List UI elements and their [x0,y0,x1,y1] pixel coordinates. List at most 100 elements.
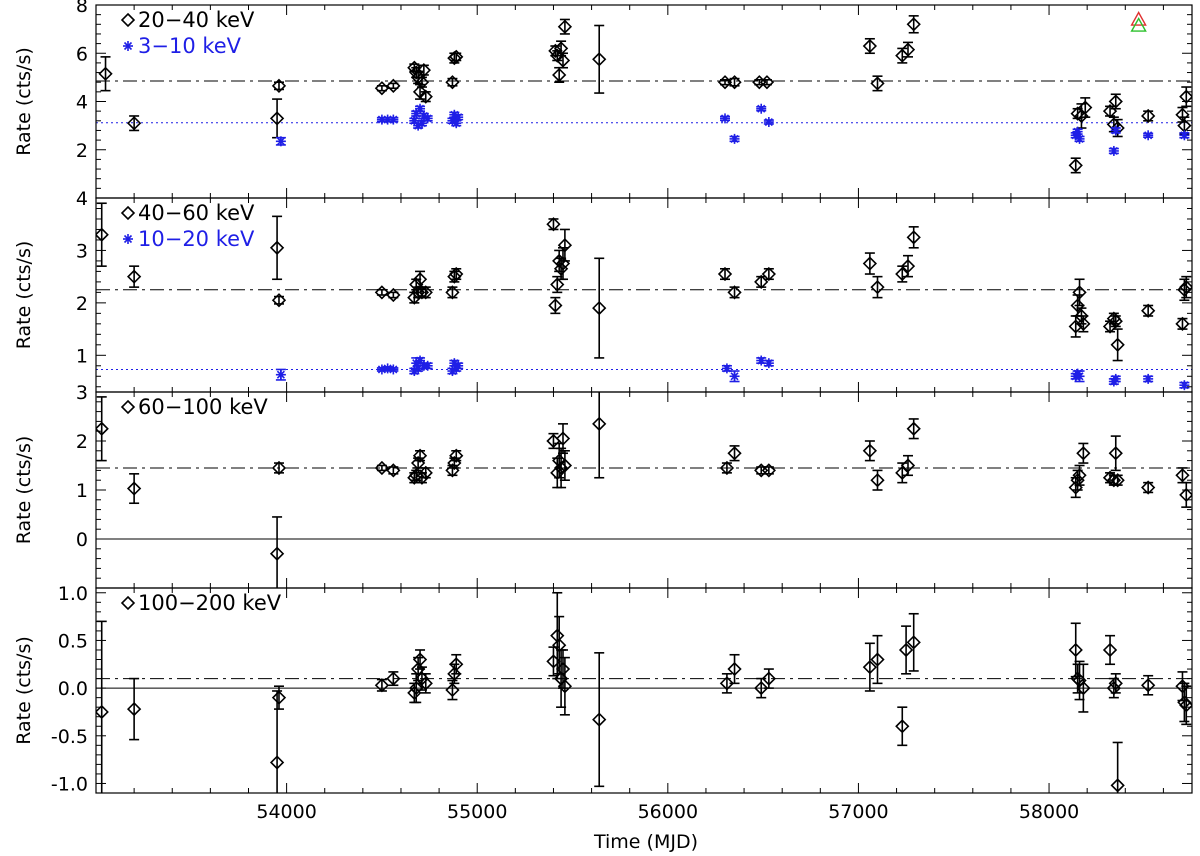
data-point [1076,446,1091,461]
y-tick-label: 4 [76,188,88,210]
data-point [719,676,735,691]
error-bar [594,652,605,788]
data-point [1068,642,1083,658]
legend-marker [120,205,136,221]
data-point [96,227,109,242]
data-point [1110,125,1121,136]
data-point [1141,108,1156,124]
data-point [717,266,733,282]
data-point [1179,487,1192,503]
data-point [727,661,742,677]
plot-area-1 [96,11,1192,174]
error-bar [420,91,431,103]
panel-frame [95,587,1193,794]
data-point [1143,130,1154,141]
error-bar [273,685,284,710]
asterisk-stroke [764,117,773,127]
data-point [727,446,742,461]
data-point [126,269,142,284]
data-point [269,546,285,561]
extra-marker [1130,11,1147,26]
data-point [271,78,287,93]
data-point [388,114,399,125]
legend-marker [123,234,133,244]
data-point [1110,120,1125,136]
error-bar [864,642,875,692]
asterisk-stroke [1073,127,1082,136]
data-point [374,460,390,476]
data-point [449,657,464,672]
data-point [592,300,607,316]
series-diamond [98,15,1192,174]
data-point [386,671,401,686]
y-tick-label: 1 [76,345,88,367]
data-point [592,52,607,67]
data-point [1179,130,1190,141]
data-point [862,443,878,458]
x-ticks [133,588,1164,793]
data-point [453,112,464,123]
data-point [557,238,573,253]
data-point [870,652,885,667]
data-point [445,75,460,90]
asterisk-stroke [764,359,773,368]
data-point [906,635,921,650]
data-point [422,113,433,124]
y-axis-label: Rate (cts/s) [13,47,35,156]
error-bar [1181,481,1192,508]
data-point [900,259,916,274]
data-point [271,690,287,705]
asterisk-stroke [276,370,285,379]
data-point [763,117,774,128]
y-tick-label: 1 [76,480,88,502]
data-point [555,661,571,677]
error-bar [897,706,908,747]
error-bar [559,228,570,262]
data-point [412,272,428,287]
y-tick-label: -1.0 [51,773,88,795]
data-point [449,266,464,282]
data-point [98,66,113,81]
data-point [557,679,573,694]
data-point [96,704,109,720]
data-point [548,298,563,313]
data-point [761,463,776,478]
data-point [1143,373,1154,384]
y-tick-label: 3 [76,382,88,404]
data-point [729,371,740,382]
data-point [126,701,142,717]
asterisk-stroke [1144,374,1153,383]
data-point [761,671,776,686]
data-point [414,75,430,90]
error-bar [1179,682,1190,723]
data-point [727,285,742,300]
asterisk-stroke [730,372,739,381]
data-point [717,75,733,90]
data-point [754,680,769,696]
data-point [557,458,573,473]
data-point [447,666,462,681]
error-bar [1105,634,1116,666]
error-bar [720,267,731,281]
data-point [418,676,433,691]
error-bar [1177,317,1188,330]
error-bar [557,52,568,69]
error-bar [129,677,140,741]
error-bar [756,275,767,288]
data-point [862,38,878,54]
plot-area-3 [96,392,1192,588]
asterisk-stroke [1180,381,1189,390]
asterisk-stroke [1075,134,1084,143]
series-asterisk [275,103,1190,156]
data-point [553,41,569,56]
panel-4: -1.0 -0.5 0.0 0.5 1.0 Rate (cts/s) 100−200 keV [13,583,1193,795]
x-axis-label: Time (MJD) [593,831,698,853]
asterisk-stroke [730,134,739,143]
data-point [1175,468,1190,483]
asterisk-stroke [757,104,766,113]
error-bar [96,202,107,267]
asterisk-stroke [1111,374,1120,383]
plot-area-2 [96,202,1192,391]
data-point [388,364,399,375]
